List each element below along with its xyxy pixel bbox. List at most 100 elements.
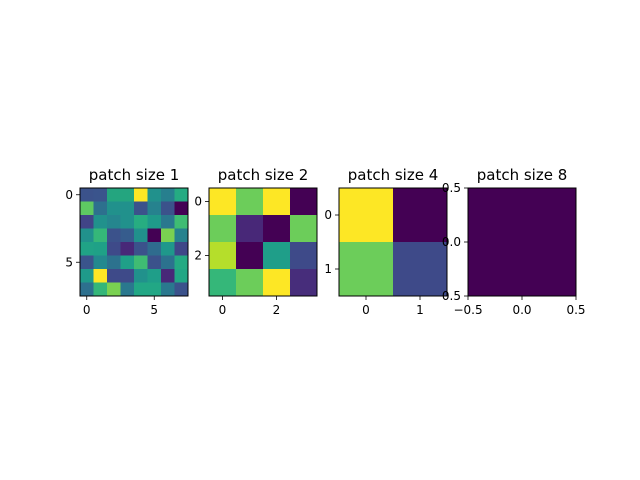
heatmap-cell: [134, 282, 148, 297]
heatmap-cell: [174, 228, 189, 243]
axes-frame: [208, 187, 318, 297]
heatmap-cell: [393, 188, 448, 243]
y-tick-label: 0: [194, 195, 202, 209]
heatmap-cell: [290, 269, 318, 297]
heatmap-cell: [120, 242, 135, 256]
heatmap-cell: [93, 269, 108, 283]
heatmap-cell: [93, 242, 108, 256]
heatmap-cell: [209, 215, 237, 243]
heatmap-cell: [134, 269, 148, 283]
heatmap-cell: [120, 255, 135, 270]
subplot-title: patch size 2: [218, 166, 309, 184]
heatmap-cell: [134, 228, 148, 243]
heatmap-cell: [236, 215, 264, 243]
heatmap-cell: [107, 242, 121, 256]
heatmap-cell: [468, 188, 577, 297]
heatmap-cell: [93, 215, 108, 229]
heatmap-cell: [290, 188, 318, 216]
heatmap-cell: [174, 188, 189, 202]
heatmap-cell: [147, 215, 162, 229]
x-tick-label: 2: [273, 303, 281, 317]
heatmap-cell: [174, 242, 189, 256]
subplot-patch-size-8: patch size 8 −0.5 0.0 0.5 −0.5 0.0 0.5: [432, 166, 586, 317]
heatmap-cell: [263, 188, 291, 216]
heatmap-cell: [174, 255, 189, 270]
y-tick-label: −0.5: [432, 181, 461, 195]
heatmap-cell: [161, 215, 175, 229]
heatmap-cell: [80, 215, 94, 229]
x-axis-ticks: −0.5 0.0 0.5: [453, 296, 586, 317]
heatmap-cell: [93, 228, 108, 243]
y-tick-label: 2: [194, 249, 202, 263]
heatmap-cell: [393, 242, 448, 297]
heatmap-cell: [209, 242, 237, 270]
heatmap-cell: [161, 201, 175, 216]
heatmap-cell: [161, 242, 175, 256]
heatmap-cell: [209, 269, 237, 297]
heatmap-cell: [174, 215, 189, 229]
heatmap-cell: [107, 228, 121, 243]
heatmap-cell: [161, 282, 175, 297]
heatmap-cell: [107, 215, 121, 229]
heatmap-cell: [161, 269, 175, 283]
heatmap-cell: [263, 269, 291, 297]
heatmap-cell: [209, 188, 237, 216]
heatmap-cell: [174, 282, 189, 297]
heatmap-cell: [120, 215, 135, 229]
heatmap-cell: [80, 242, 94, 256]
heatmap-cell: [107, 188, 121, 202]
heatmap-cell: [161, 188, 175, 202]
y-tick-label: 5: [65, 255, 73, 269]
y-tick-label: 1: [324, 262, 332, 276]
heatmap-cell: [134, 215, 148, 229]
heatmap-cell: [236, 269, 264, 297]
heatmap-cell: [93, 282, 108, 297]
heatmap-cell: [80, 282, 94, 297]
heatmap-cell: [147, 242, 162, 256]
heatmap-cell: [147, 255, 162, 270]
heatmap-cell: [236, 188, 264, 216]
heatmap-cell: [120, 228, 135, 243]
heatmap-cell: [80, 269, 94, 283]
y-axis-ticks: 02: [194, 195, 209, 263]
heatmap-cell: [134, 201, 148, 216]
heatmap-cells: [209, 188, 318, 297]
x-tick-label: 0: [83, 303, 91, 317]
heatmap-cell: [290, 215, 318, 243]
heatmap-cell: [263, 242, 291, 270]
heatmap-cell: [161, 228, 175, 243]
y-axis-ticks: 01: [324, 208, 339, 276]
x-tick-label: −0.5: [453, 303, 482, 317]
y-tick-label: 0.5: [442, 289, 461, 303]
heatmap-cell: [339, 188, 394, 243]
subplot-title: patch size 1: [89, 166, 180, 184]
heatmap-cells: [80, 188, 189, 297]
heatmap-cell: [174, 269, 189, 283]
heatmap-cell: [80, 228, 94, 243]
heatmap-cell: [236, 242, 264, 270]
y-tick-label: 0.0: [442, 235, 461, 249]
heatmap-cell: [120, 269, 135, 283]
heatmap-cells: [468, 188, 577, 297]
heatmap-cell: [120, 188, 135, 202]
heatmap-cell: [107, 201, 121, 216]
heatmap-cell: [80, 201, 94, 216]
x-tick-label: 0: [219, 303, 227, 317]
heatmap-cell: [93, 201, 108, 216]
x-tick-label: 0.0: [512, 303, 531, 317]
heatmap-cell: [80, 188, 94, 202]
y-axis-ticks: 05: [65, 188, 80, 269]
heatmap-cells: [339, 188, 448, 297]
heatmap-cell: [93, 188, 108, 202]
heatmap-cell: [107, 269, 121, 283]
heatmap-cell: [107, 255, 121, 270]
x-tick-label: 0.5: [566, 303, 585, 317]
axes-frame: [338, 187, 448, 297]
heatmap-cell: [147, 228, 162, 243]
